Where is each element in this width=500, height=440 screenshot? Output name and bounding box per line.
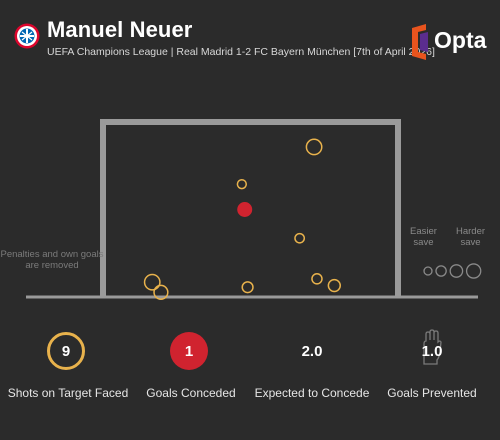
goal-frame [100,119,401,297]
size-legend-circle [435,265,447,277]
goals-conceded-value: 1 [170,332,208,370]
opta-wordmark: Opta [434,27,487,53]
saved-shot-marker [153,284,169,300]
goals-conceded-label: Goals Conceded [146,386,236,400]
penalties-note: Penalties and own goals are removed [0,249,104,271]
easier-save-label: Easier save [410,226,437,248]
expected-to-concede-label: Expected to Concede [254,386,370,400]
shots-on-target-value: 9 [47,332,85,370]
saved-shot-marker [327,278,342,293]
saved-shot-marker [294,232,306,244]
stat-goals-prevented: 1.0 Goals Prevented [372,326,492,406]
harder-save-label: Harder save [456,226,486,248]
player-name: Manuel Neuer [47,17,193,42]
saved-shot-marker [305,138,323,156]
match-info: UEFA Champions League | Real Madrid 1-2 … [47,46,435,58]
header: Manuel Neuer UEFA Champions League | Rea… [0,0,500,80]
shot-markers [143,138,342,300]
saved-shot-marker [236,178,248,190]
size-legend [423,263,482,279]
goalkeeper-glove-icon [423,329,442,365]
saved-shot-marker [143,273,161,291]
stat-goals-conceded: 1 Goals Conceded [131,326,251,406]
fc-bayern-crest-icon [14,23,40,49]
stat-expected-to-concede: 2.0 Expected to Concede [252,326,372,406]
size-legend-circle [449,264,464,278]
goal-shot-marker [237,202,253,217]
saved-shot-marker [311,273,323,285]
saved-shot-marker [241,281,254,294]
expected-to-concede-value: 2.0 [301,343,323,360]
shots-on-target-label: Shots on Target Faced [7,386,129,400]
size-legend-circle [423,266,433,276]
goals-prevented-label: Goals Prevented [387,386,477,400]
size-legend-circle [465,263,482,279]
opta-logo-icon [412,24,428,60]
stat-shots-on-target: 9 Shots on Target Faced [8,326,128,406]
goals-prevented-value: 1.0 [421,343,443,360]
